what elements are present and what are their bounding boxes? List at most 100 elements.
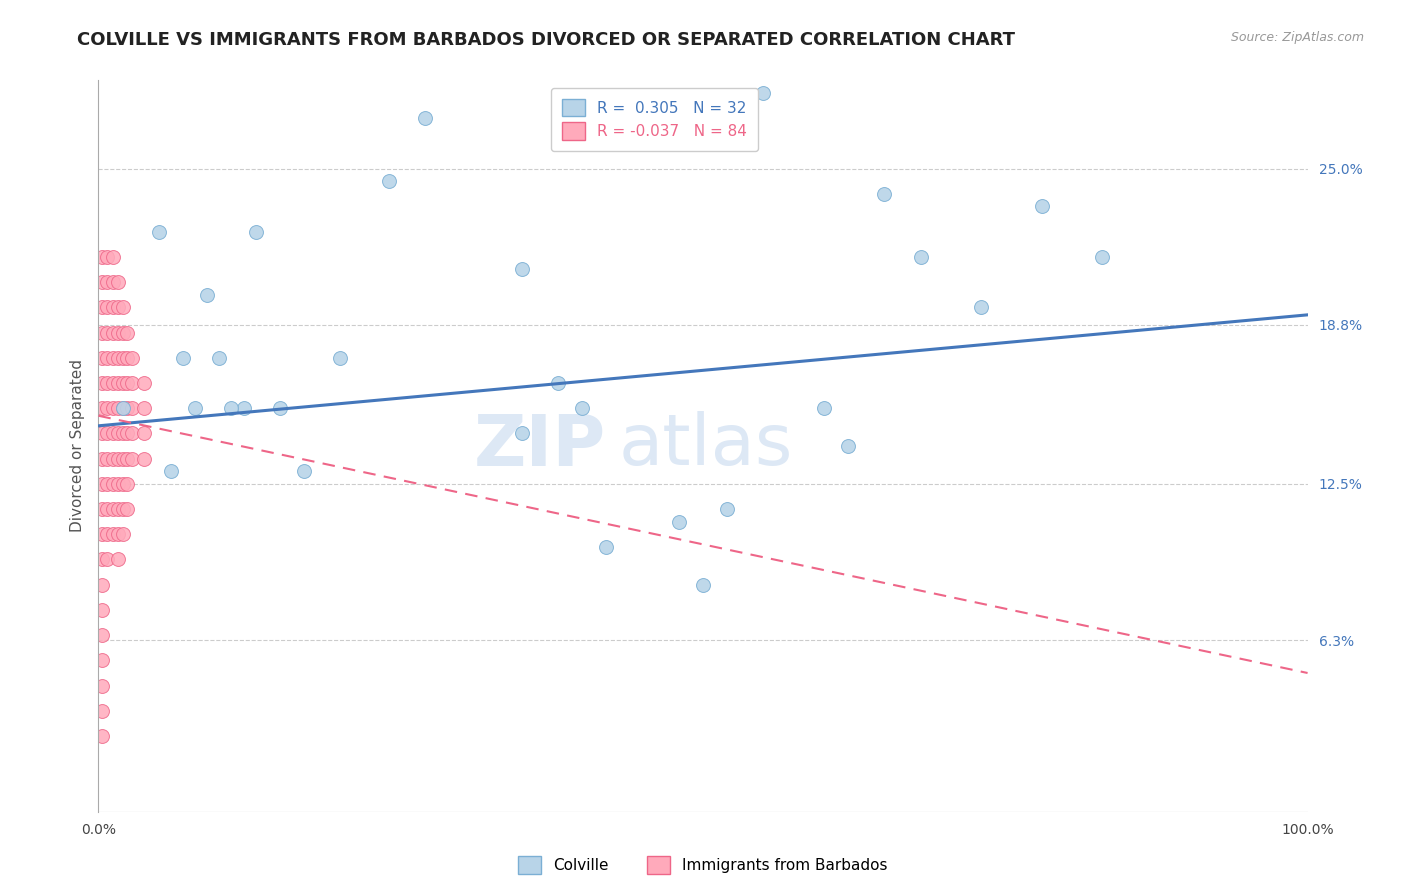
Point bbox=[111, 502, 134, 516]
Point bbox=[91, 250, 114, 264]
Text: Source: ZipAtlas.com: Source: ZipAtlas.com bbox=[1230, 31, 1364, 45]
Point bbox=[107, 351, 129, 365]
Text: COLVILLE VS IMMIGRANTS FROM BARBADOS DIVORCED OR SEPARATED CORRELATION CHART: COLVILLE VS IMMIGRANTS FROM BARBADOS DIV… bbox=[77, 31, 1015, 49]
Point bbox=[107, 401, 129, 416]
Point bbox=[970, 300, 993, 314]
Legend: R =  0.305   N = 32, R = -0.037   N = 84: R = 0.305 N = 32, R = -0.037 N = 84 bbox=[551, 88, 758, 151]
Point bbox=[111, 527, 134, 541]
Point bbox=[91, 351, 114, 365]
Point bbox=[752, 86, 775, 100]
Point bbox=[121, 401, 143, 416]
Point bbox=[208, 351, 231, 365]
Point bbox=[571, 401, 593, 416]
Point bbox=[91, 451, 114, 466]
Point bbox=[117, 326, 139, 340]
Point bbox=[292, 464, 315, 478]
Point bbox=[101, 502, 124, 516]
Point bbox=[101, 376, 124, 390]
Point bbox=[107, 275, 129, 289]
Point bbox=[91, 300, 114, 314]
Point bbox=[101, 401, 124, 416]
Point bbox=[101, 326, 124, 340]
Point bbox=[91, 426, 114, 441]
Point bbox=[148, 225, 170, 239]
Point bbox=[117, 376, 139, 390]
Point bbox=[873, 186, 896, 201]
Point bbox=[96, 502, 118, 516]
Point bbox=[96, 376, 118, 390]
Point bbox=[111, 451, 134, 466]
Point bbox=[111, 401, 134, 416]
Point bbox=[117, 502, 139, 516]
Point bbox=[716, 502, 738, 516]
Point bbox=[91, 502, 114, 516]
Legend: Colville, Immigrants from Barbados: Colville, Immigrants from Barbados bbox=[512, 850, 894, 880]
Text: ZIP: ZIP bbox=[474, 411, 606, 481]
Point bbox=[111, 401, 134, 416]
Point bbox=[101, 476, 124, 491]
Point bbox=[413, 111, 436, 125]
Point bbox=[91, 704, 114, 718]
Point bbox=[91, 578, 114, 592]
Point bbox=[96, 476, 118, 491]
Point bbox=[668, 515, 690, 529]
Point bbox=[96, 426, 118, 441]
Point bbox=[91, 653, 114, 667]
Point bbox=[269, 401, 291, 416]
Point bbox=[117, 351, 139, 365]
Point bbox=[91, 552, 114, 566]
Point bbox=[450, 48, 472, 62]
Point bbox=[245, 225, 267, 239]
Point bbox=[91, 628, 114, 642]
Point bbox=[134, 401, 156, 416]
Point bbox=[101, 300, 124, 314]
Point bbox=[510, 262, 533, 277]
Point bbox=[96, 401, 118, 416]
Point bbox=[111, 476, 134, 491]
Point bbox=[117, 426, 139, 441]
Point bbox=[107, 426, 129, 441]
Point bbox=[134, 451, 156, 466]
Point bbox=[107, 300, 129, 314]
Point bbox=[96, 527, 118, 541]
Point bbox=[547, 376, 569, 390]
Point bbox=[1091, 250, 1114, 264]
Point bbox=[111, 300, 134, 314]
Point bbox=[117, 401, 139, 416]
Point bbox=[91, 275, 114, 289]
Point bbox=[96, 351, 118, 365]
Point bbox=[96, 326, 118, 340]
Point bbox=[595, 540, 617, 554]
Point bbox=[1031, 199, 1053, 213]
Point bbox=[111, 426, 134, 441]
Point bbox=[96, 275, 118, 289]
Point bbox=[96, 300, 118, 314]
Point bbox=[91, 527, 114, 541]
Point bbox=[134, 376, 156, 390]
Point bbox=[91, 679, 114, 693]
Point bbox=[96, 451, 118, 466]
Point bbox=[121, 351, 143, 365]
Point bbox=[101, 426, 124, 441]
Point bbox=[160, 464, 183, 478]
Point bbox=[107, 476, 129, 491]
Point bbox=[121, 376, 143, 390]
Point bbox=[121, 426, 143, 441]
Point bbox=[101, 451, 124, 466]
Point bbox=[107, 376, 129, 390]
Point bbox=[837, 439, 859, 453]
Point bbox=[195, 287, 218, 301]
Point bbox=[91, 401, 114, 416]
Point bbox=[134, 426, 156, 441]
Point bbox=[121, 451, 143, 466]
Point bbox=[692, 578, 714, 592]
Point bbox=[91, 376, 114, 390]
Point bbox=[107, 451, 129, 466]
Point bbox=[91, 603, 114, 617]
Point bbox=[377, 174, 399, 188]
Point bbox=[96, 250, 118, 264]
Point bbox=[101, 527, 124, 541]
Point bbox=[101, 250, 124, 264]
Point bbox=[117, 451, 139, 466]
Point bbox=[91, 729, 114, 743]
